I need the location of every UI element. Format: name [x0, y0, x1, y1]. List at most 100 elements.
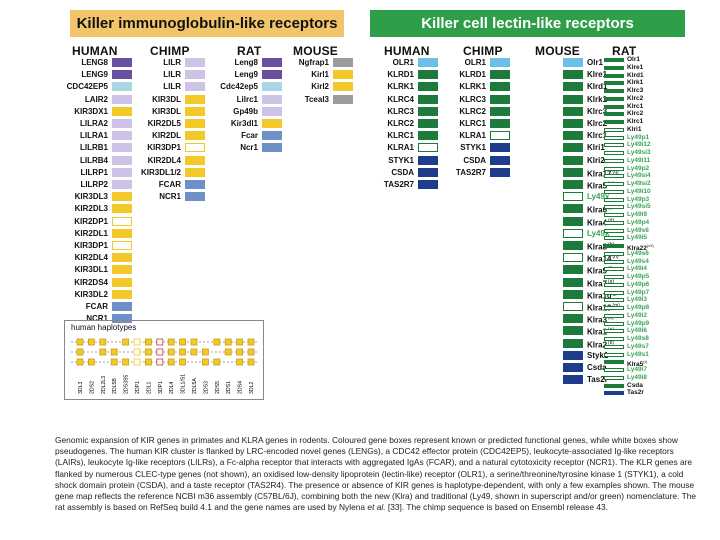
haplotype-gene-box — [190, 338, 198, 346]
gene-label: Ly49i3 — [627, 296, 647, 304]
gene-label: KIR2DL — [152, 131, 181, 141]
gene-label: CSDA — [391, 167, 414, 177]
gene-box — [604, 352, 624, 357]
gene-label: Ly49s6 — [627, 226, 649, 234]
haplotype-gene-box — [224, 348, 232, 356]
gene-box — [604, 329, 624, 334]
gene-label: Ly49si4 — [627, 172, 651, 180]
gene-label: Kirl2 — [311, 82, 329, 92]
gene-label: Ly49p5 — [627, 273, 650, 280]
gene-box — [604, 244, 624, 248]
gene-box — [185, 119, 205, 128]
gene-box — [604, 158, 624, 163]
gene-box — [563, 216, 583, 226]
gene-box — [418, 155, 438, 165]
gene-box — [490, 119, 510, 128]
gene-box — [604, 321, 624, 326]
gene-label: TAS2R7 — [455, 167, 486, 177]
gene-label: Ly49i8 — [627, 373, 647, 381]
gene-box — [604, 81, 624, 86]
gene-label: KLRD1 — [387, 70, 414, 80]
haplotype-gene-box — [179, 338, 186, 346]
gene-label: Ly49si5 — [627, 203, 651, 211]
haplotype-gene-box — [236, 358, 244, 366]
gene-label: NCR1 — [159, 192, 181, 202]
haplotype-label: 3DL3 — [78, 381, 84, 394]
gene-label: KIR2DP1 — [74, 216, 108, 226]
gene-box — [185, 106, 205, 116]
gene-label: Ly49x — [587, 192, 610, 202]
gene-box — [604, 290, 624, 295]
gene-label: KIR3DL — [152, 94, 181, 104]
gene-box — [604, 96, 624, 101]
gene-label: Lilrc1 — [236, 94, 258, 104]
gene-label: LILR — [163, 58, 181, 67]
gene-box — [333, 58, 353, 67]
haplotype-label: 2DL2L3 — [101, 376, 107, 394]
klr-species-mouse: MOUSE — [535, 44, 581, 58]
gene-box — [262, 58, 282, 67]
klr-species-chimp: CHIMP — [463, 44, 503, 58]
gene-label: LAIR2 — [84, 94, 108, 104]
gene-label: Ly49p4 — [627, 218, 650, 226]
gene-box — [112, 289, 132, 299]
gene-label: Ly49s1 — [627, 350, 649, 358]
haplotype-gene-box — [213, 358, 221, 366]
gene-box — [604, 174, 624, 179]
haplotype-gene-box — [236, 348, 244, 356]
gene-superscript: (c) — [608, 315, 614, 322]
gene-box — [604, 391, 624, 396]
gene-box — [604, 306, 624, 310]
gene-label: Ly49p2 — [627, 164, 650, 172]
gene-superscript: (g) — [608, 278, 615, 285]
gene-box — [563, 58, 583, 67]
klr-header: Killer cell lectin-like receptors — [370, 10, 685, 37]
gene-box — [185, 70, 205, 80]
gene-label: Ly49i7 — [627, 366, 647, 373]
gene-label: Klrc1 — [587, 131, 608, 141]
human-haplotypes-panel: human haplotypes 3DL3 2DS2 2DL2L3 2DL5B 2DS3… — [64, 320, 264, 400]
gene-label: KLRA1 — [459, 131, 486, 141]
gene-label: KLRD1 — [459, 70, 486, 80]
gene-box — [262, 70, 282, 80]
gene-label: KIR3DL3 — [74, 192, 108, 202]
gene-box — [604, 298, 624, 303]
haplotype-gene-box — [156, 358, 164, 366]
gene-label: Klrk1 — [587, 94, 608, 104]
gene-box — [490, 82, 510, 92]
gene-label: Klri1 — [587, 143, 605, 153]
haplotype-gene-box — [110, 358, 118, 366]
gene-superscript: (n) — [612, 254, 619, 261]
gene-box — [112, 119, 132, 128]
gene-label: Ly49s8 — [627, 335, 649, 342]
gene-box — [604, 368, 624, 372]
gene-label: Klra17(q) — [587, 168, 619, 179]
gene-label: Klra7(g) — [587, 278, 615, 289]
gene-box — [112, 143, 132, 153]
gene-label: CDC42EP5 — [66, 82, 108, 92]
haplotype-gene-box — [247, 348, 255, 356]
gene-label: Ly49p8 — [627, 304, 650, 311]
haplotype-gene-box — [179, 348, 186, 356]
gene-box — [418, 70, 438, 80]
gene-label: LILRP2 — [80, 180, 108, 189]
gene-label: Ly49i5 — [627, 234, 647, 242]
gene-box — [604, 251, 624, 256]
gene-label: Klra2(b) — [587, 339, 615, 350]
haplotype-label: 2DS4 — [238, 381, 244, 394]
gene-label: LENG9 — [81, 70, 108, 80]
gene-label: KIR3DX1 — [74, 106, 108, 116]
gene-box — [604, 282, 624, 287]
gene-box — [563, 94, 583, 104]
kir-species-human: HUMAN — [72, 44, 118, 58]
gene-label: Klri1 — [627, 125, 642, 133]
haplotype-label: 2DS2 — [89, 381, 95, 394]
gene-box — [418, 167, 438, 177]
gene-superscript: (d) — [608, 218, 614, 224]
gene-label: Klrc2 — [627, 110, 644, 118]
gene-box — [262, 82, 282, 92]
gene-box — [563, 192, 583, 202]
gene-label: Ly49si3 — [627, 149, 651, 156]
gene-box — [604, 205, 624, 210]
gene-box — [604, 189, 624, 194]
